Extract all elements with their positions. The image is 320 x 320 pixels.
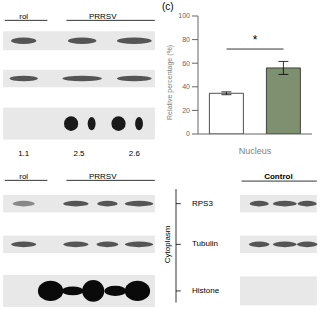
- svg-text:20: 20: [182, 107, 190, 114]
- svg-text:1.1: 1.1: [18, 149, 30, 158]
- svg-text:2.6: 2.6: [129, 149, 141, 158]
- svg-text:*: *: [253, 33, 258, 47]
- svg-text:Nucleus: Nucleus: [239, 146, 272, 156]
- svg-text:2.5: 2.5: [73, 149, 85, 158]
- svg-text:PRRSV: PRRSV: [89, 12, 117, 21]
- svg-text:PRRSV: PRRSV: [89, 172, 117, 181]
- svg-text:60: 60: [182, 60, 190, 67]
- svg-text:Tubulin: Tubulin: [192, 239, 218, 248]
- svg-text:Relative percentage (%): Relative percentage (%): [166, 45, 174, 120]
- svg-text:rol: rol: [19, 172, 28, 181]
- html-text:(c): (c): [162, 1, 174, 12]
- svg-text:100: 100: [178, 12, 190, 19]
- svg-text:Control: Control: [264, 172, 292, 181]
- svg-text:rol: rol: [19, 12, 28, 21]
- svg-text:Histone: Histone: [192, 286, 220, 295]
- svg-text:80: 80: [182, 36, 190, 43]
- svg-text:Cytoplasm: Cytoplasm: [163, 225, 172, 263]
- svg-text:RPS3: RPS3: [192, 199, 213, 208]
- svg-text:0: 0: [186, 130, 190, 137]
- svg-text:40: 40: [182, 83, 190, 90]
